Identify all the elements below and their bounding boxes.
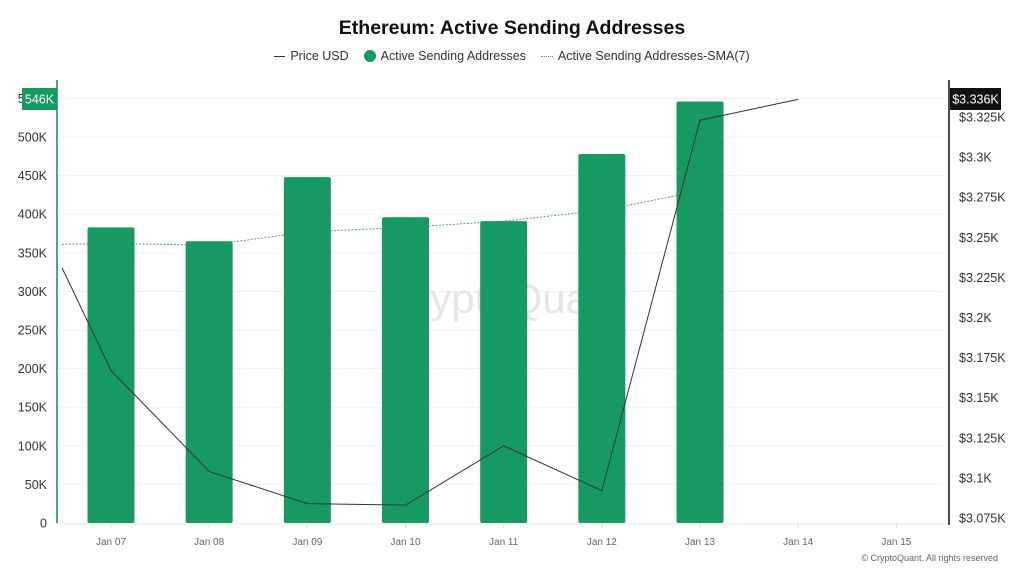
right-axis-tick-label: $3.1K	[959, 471, 992, 485]
solid-line-swatch-icon	[274, 55, 286, 57]
right-axis-tick-label: $3.275K	[959, 191, 1006, 205]
dotted-line-swatch-icon	[540, 55, 553, 57]
bar-jan-10[interactable]	[382, 217, 430, 523]
x-tick-label: Jan 11	[489, 537, 519, 548]
bar-jan-09[interactable]	[283, 177, 331, 524]
left-axis-tick-label: 350K	[18, 246, 48, 260]
x-tick-label: Jan 15	[881, 537, 911, 548]
right-axis-tick-label: $3.225K	[959, 271, 1006, 285]
left-axis-tick-label: 400K	[18, 208, 48, 222]
left-value-marker-label: 546K	[25, 93, 55, 107]
bar-jan-12[interactable]	[578, 153, 626, 523]
left-axis-tick-label: 150K	[18, 401, 48, 415]
legend-item-price-usd[interactable]: Price USD	[274, 49, 349, 63]
x-tick-label: Jan 10	[390, 537, 420, 548]
left-axis-tick-label: 200K	[18, 362, 48, 376]
price-usd-line	[61, 98, 799, 506]
right-axis-tick-label: $3.325K	[959, 111, 1006, 125]
bar-jan-11[interactable]	[480, 221, 528, 523]
left-value-marker	[22, 88, 57, 110]
right-axis-tick-label: $3.25K	[959, 231, 999, 245]
left-axis-tick-label: 450K	[18, 169, 48, 183]
right-axis-tick-label: $3.125K	[959, 431, 1006, 445]
x-tick-label: Jan 08	[194, 537, 224, 548]
legend-label: Price USD	[290, 49, 349, 63]
bar-jan-13[interactable]	[676, 101, 724, 523]
left-axis-tick-label: 300K	[18, 285, 48, 299]
x-tick-label: Jan 14	[783, 537, 813, 548]
copyright-text: © CryptoQuant. All rights reserved	[861, 553, 998, 563]
right-value-marker	[950, 88, 1001, 110]
x-tick-label: Jan 13	[685, 537, 715, 548]
x-tick-label: Jan 07	[96, 537, 126, 548]
left-axis-tick-label: 0	[40, 517, 47, 531]
legend-item-sma7[interactable]: Active Sending Addresses-SMA(7)	[540, 49, 750, 63]
right-axis-tick-label: $3.175K	[959, 351, 1006, 365]
left-axis-tick-label: 50K	[25, 478, 48, 492]
bar-jan-08[interactable]	[185, 241, 233, 523]
right-axis-tick-label: $3.3K	[959, 151, 992, 165]
x-tick-label: Jan 12	[587, 537, 617, 548]
left-axis-tick-label: 250K	[18, 324, 48, 338]
left-axis-tick-label: 100K	[18, 439, 48, 453]
legend-item-active-sending-addresses[interactable]: Active Sending Addresses	[363, 49, 526, 63]
dot-swatch-icon	[363, 50, 376, 62]
right-axis-tick-label: $3.075K	[959, 512, 1006, 526]
left-axis-tick-label: 500K	[18, 131, 48, 145]
legend: Price USD Active Sending Addresses Activ…	[0, 49, 1024, 63]
right-axis-tick-label: $3.15K	[959, 391, 999, 405]
x-tick-label: Jan 09	[292, 537, 322, 548]
right-axis-tick-label: $3.2K	[959, 311, 992, 325]
chart-title: Ethereum: Active Sending Addresses	[338, 17, 686, 39]
legend-label: Active Sending Addresses	[380, 49, 526, 63]
bar-jan-07[interactable]	[87, 227, 135, 523]
legend-label: Active Sending Addresses-SMA(7)	[557, 49, 750, 63]
right-value-marker-label: $3.336K	[952, 93, 999, 107]
